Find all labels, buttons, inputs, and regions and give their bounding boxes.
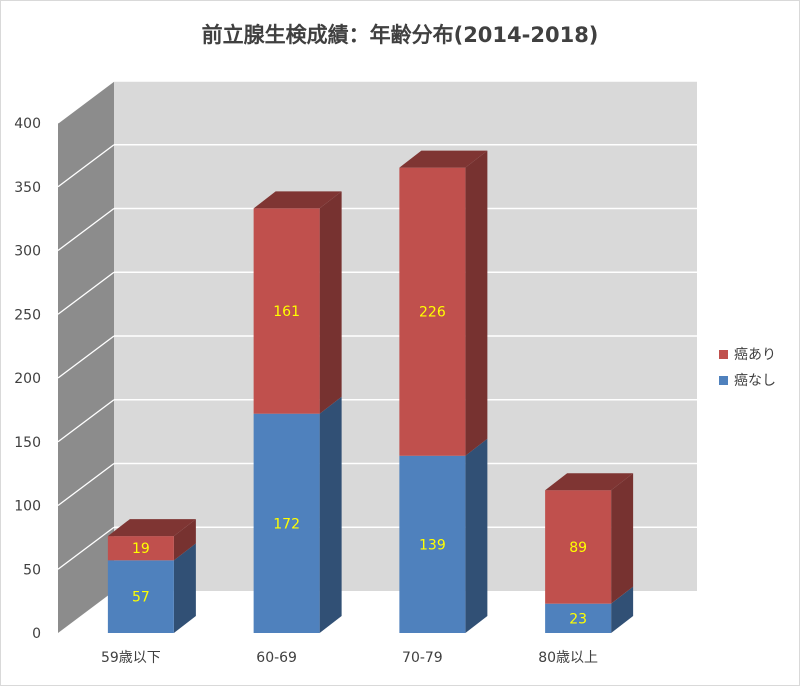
legend-swatch-no-cancer: [719, 375, 728, 385]
y-axis: 0 50 100 150 200 250 300 350 400: [14, 116, 41, 642]
data-label: 57: [132, 590, 150, 606]
data-label: 23: [569, 611, 587, 627]
gridline: [57, 80, 115, 124]
bar-side: [611, 473, 634, 604]
y-tick-label: 50: [23, 562, 41, 578]
legend-item-no-cancer[interactable]: 癌なし: [719, 367, 776, 393]
y-tick-label: 300: [14, 244, 41, 260]
bar-side: [611, 586, 634, 633]
gridline: [57, 526, 115, 570]
legend-label-cancer: 癌あり: [734, 347, 776, 363]
y-tick-label: 200: [14, 371, 41, 387]
gridline: [57, 144, 115, 188]
bar-top: [545, 473, 634, 491]
data-label: 19: [132, 541, 150, 557]
data-label: 226: [419, 305, 446, 321]
bar-side: [173, 519, 196, 561]
gridline: [57, 335, 115, 379]
bar-segment: [399, 167, 466, 456]
x-axis: 59歳以下 60-69 70-79 80歳以上: [101, 650, 598, 666]
bar-top: [399, 150, 488, 168]
x-tick-label: 60-69: [256, 650, 297, 666]
bar-segment: [545, 490, 612, 604]
bar-side: [465, 438, 488, 633]
y-tick-label: 100: [14, 499, 41, 515]
bar-top: [253, 191, 342, 209]
gridline: [57, 207, 115, 252]
bars: 57 19 172 161 139 226 23 89: [107, 150, 634, 633]
y-tick-label: 0: [32, 626, 41, 642]
gridline: [57, 399, 115, 443]
legend-item-cancer[interactable]: 癌あり: [719, 341, 776, 367]
bar-top: [107, 519, 196, 537]
x-tick-label: 70-79: [402, 650, 443, 666]
gridline: [57, 462, 115, 507]
bar-side: [465, 150, 488, 456]
gridline: [57, 271, 115, 315]
bar-segment: [253, 208, 320, 414]
bar-segment: [107, 536, 174, 561]
y-tick-label: 150: [14, 435, 41, 451]
bar-segment: [253, 413, 320, 633]
y-tick-label: 350: [14, 180, 41, 196]
data-label: 161: [273, 304, 300, 320]
bar-segment: [107, 560, 174, 633]
data-label: 89: [569, 540, 587, 556]
bar-segment: [399, 455, 466, 633]
bar-side: [319, 396, 342, 633]
data-label: 172: [273, 516, 300, 532]
chart-title: 前立腺生検成績：年齢分布(2014-2018): [201, 23, 599, 47]
x-tick-label: 59歳以下: [101, 650, 161, 666]
data-label: 139: [419, 537, 446, 553]
bar-segment: [545, 603, 612, 633]
y-tick-label: 400: [14, 116, 41, 132]
legend-swatch-cancer: [719, 349, 728, 359]
legend-label-no-cancer: 癌なし: [734, 373, 776, 389]
legend: 癌あり 癌なし: [719, 341, 776, 393]
y-tick-label: 250: [14, 307, 41, 323]
bar-side: [319, 191, 342, 414]
x-tick-label: 80歳以上: [538, 650, 598, 666]
bar-side: [173, 543, 196, 633]
